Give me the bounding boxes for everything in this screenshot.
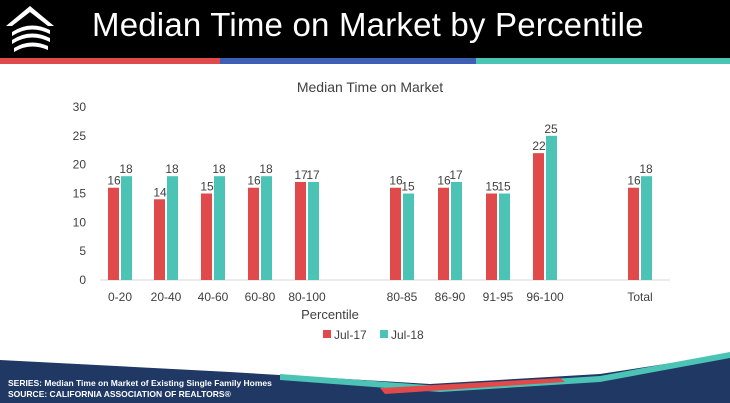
bar-jul18 (403, 193, 414, 280)
x-category-label: 0-20 (108, 290, 132, 304)
legend-label: Jul-17 (334, 328, 367, 342)
x-category-label: 20-40 (151, 290, 182, 304)
accent-stripe-teal (476, 58, 730, 64)
legend-swatch-jul18 (380, 330, 388, 338)
data-label: 16 (389, 174, 403, 188)
x-category-label: 86-90 (435, 290, 466, 304)
bar-jul17 (486, 193, 497, 280)
bar-jul18 (451, 181, 462, 280)
bar-jul18 (641, 176, 652, 280)
bar-jul17 (295, 181, 306, 280)
y-tick-label: 0 (79, 273, 86, 287)
data-label: 18 (119, 162, 133, 176)
slide-title: Median Time on Market by Percentile (92, 6, 644, 43)
data-label: 16 (627, 174, 641, 188)
data-label: 18 (259, 162, 273, 176)
bar-jul17 (154, 199, 165, 280)
bar-jul18 (546, 135, 557, 280)
y-tick-label: 25 (73, 129, 87, 143)
bar-jul17 (533, 153, 544, 280)
data-label: 17 (449, 168, 463, 182)
data-label: 22 (532, 139, 546, 153)
x-axis-title: Percentile (301, 307, 359, 322)
bar-jul17 (248, 187, 259, 280)
accent-stripe-blue (220, 58, 476, 64)
y-tick-label: 20 (73, 158, 87, 172)
data-label: 18 (165, 162, 179, 176)
x-category-label: 80-100 (288, 290, 326, 304)
data-label: 16 (437, 174, 451, 188)
legend-label: Jul-18 (391, 328, 424, 342)
data-label: 17 (294, 168, 308, 182)
x-category-label: Total (627, 290, 652, 304)
data-label: 18 (639, 162, 653, 176)
y-tick-label: 10 (73, 215, 87, 229)
data-label: 17 (306, 168, 320, 182)
data-label: 16 (247, 174, 261, 188)
data-label: 14 (153, 185, 167, 199)
data-label: 15 (497, 180, 511, 194)
data-label: 15 (200, 180, 214, 194)
bar-jul18 (214, 176, 225, 280)
bar-jul18 (499, 193, 510, 280)
x-category-label: 80-85 (387, 290, 418, 304)
data-label: 16 (107, 174, 121, 188)
footer-source-note: SOURCE: CALIFORNIA ASSOCIATION OF REALTO… (8, 389, 231, 399)
x-category-label: 96-100 (526, 290, 564, 304)
x-category-label: 40-60 (198, 290, 229, 304)
bar-jul18 (167, 176, 178, 280)
data-label: 15 (485, 180, 499, 194)
y-tick-label: 5 (79, 244, 86, 258)
house-swirl-logo-icon (6, 6, 54, 52)
bar-jul17 (628, 187, 639, 280)
data-label: 25 (544, 122, 558, 136)
bar-jul17 (108, 187, 119, 280)
data-label: 18 (212, 162, 226, 176)
slide-header: Median Time on Market by Percentile (0, 0, 730, 58)
x-category-label: 60-80 (245, 290, 276, 304)
bar-jul18 (308, 181, 319, 280)
bar-chart: Median Time on Market05101520253016180-2… (73, 79, 670, 342)
bar-jul18 (121, 176, 132, 280)
legend-swatch-jul17 (323, 330, 331, 338)
footer-wave (0, 352, 730, 403)
bar-jul18 (261, 176, 272, 280)
data-label: 15 (401, 180, 415, 194)
bar-jul17 (390, 187, 401, 280)
y-tick-label: 30 (73, 100, 87, 114)
bar-jul17 (201, 193, 212, 280)
footer-series-note: SERIES: Median Time on Market of Existin… (8, 378, 272, 388)
accent-stripe-red (0, 58, 220, 64)
x-category-label: 91-95 (483, 290, 514, 304)
bar-jul17 (438, 187, 449, 280)
chart-title: Median Time on Market (297, 79, 443, 95)
y-tick-label: 15 (73, 187, 87, 201)
